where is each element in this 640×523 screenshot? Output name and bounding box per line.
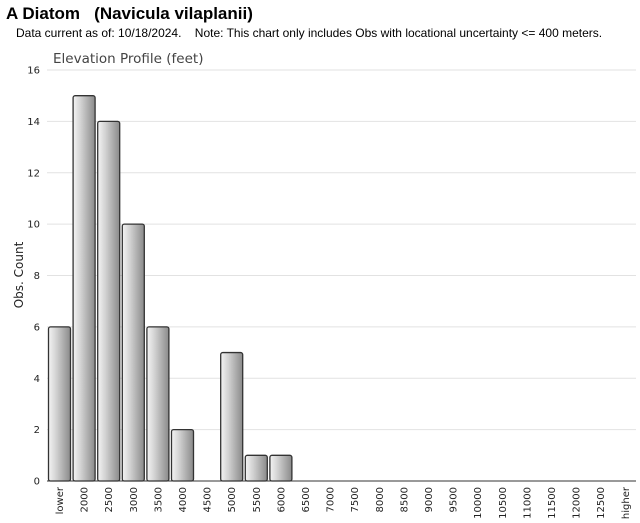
x-tick-label: 7500 — [350, 487, 361, 512]
x-tick-label: 10500 — [498, 487, 509, 519]
bar-5000 — [220, 351, 244, 482]
x-tick-label: 4500 — [203, 487, 214, 512]
bar-6000 — [269, 454, 293, 482]
x-tick-label: 6500 — [301, 487, 312, 512]
x-tick-label: 8000 — [375, 487, 386, 512]
x-tick-label: 7000 — [326, 487, 337, 512]
data-note: Data current as of: 10/18/2024. Note: Th… — [16, 26, 603, 40]
chart-title: Elevation Profile (feet) — [53, 51, 203, 67]
bar-2000 — [72, 95, 96, 482]
x-tick-label: 5500 — [252, 487, 263, 512]
y-tick-label: 6 — [34, 322, 40, 333]
bar-5500 — [244, 454, 268, 482]
x-tick-label: 12500 — [596, 487, 607, 519]
x-tick-label: 11500 — [547, 487, 558, 519]
bar-4000 — [170, 428, 195, 482]
x-tick-label: 8500 — [399, 487, 410, 512]
y-axis-label: Obs. Count — [12, 241, 26, 308]
y-tick-label: 10 — [27, 220, 40, 231]
x-tick-label: 6000 — [276, 487, 287, 512]
x-tick-label: 2000 — [80, 487, 91, 512]
x-tick-label: 2500 — [104, 487, 115, 512]
y-tick-label: 8 — [34, 271, 40, 282]
y-tick-label: 14 — [27, 117, 40, 128]
x-tick-label: 12000 — [572, 487, 583, 519]
x-tick-label: 9000 — [424, 487, 435, 512]
bar-2500 — [97, 120, 121, 482]
bar-3000 — [121, 223, 145, 482]
x-tick-label: 3500 — [153, 487, 164, 512]
bar-lower — [47, 326, 72, 482]
y-tick-label: 16 — [27, 66, 40, 77]
y-tick-label: 4 — [34, 374, 40, 385]
x-tick-label: 9500 — [449, 487, 460, 512]
x-tick-label: 4000 — [178, 487, 189, 512]
x-tick-label: lower — [55, 486, 66, 514]
x-tick-label: 10000 — [473, 487, 484, 519]
bar-3500 — [146, 326, 170, 482]
x-tick-label: 11000 — [522, 487, 533, 519]
y-tick-label: 2 — [34, 425, 40, 436]
x-tick-label: 5000 — [227, 487, 238, 512]
y-tick-label: 0 — [34, 477, 40, 488]
x-tick-label: higher — [621, 486, 632, 519]
x-tick-label: 3000 — [129, 487, 140, 512]
y-tick-label: 12 — [27, 168, 40, 179]
page-title: A Diatom (Navicula vilaplanii) — [6, 4, 253, 23]
